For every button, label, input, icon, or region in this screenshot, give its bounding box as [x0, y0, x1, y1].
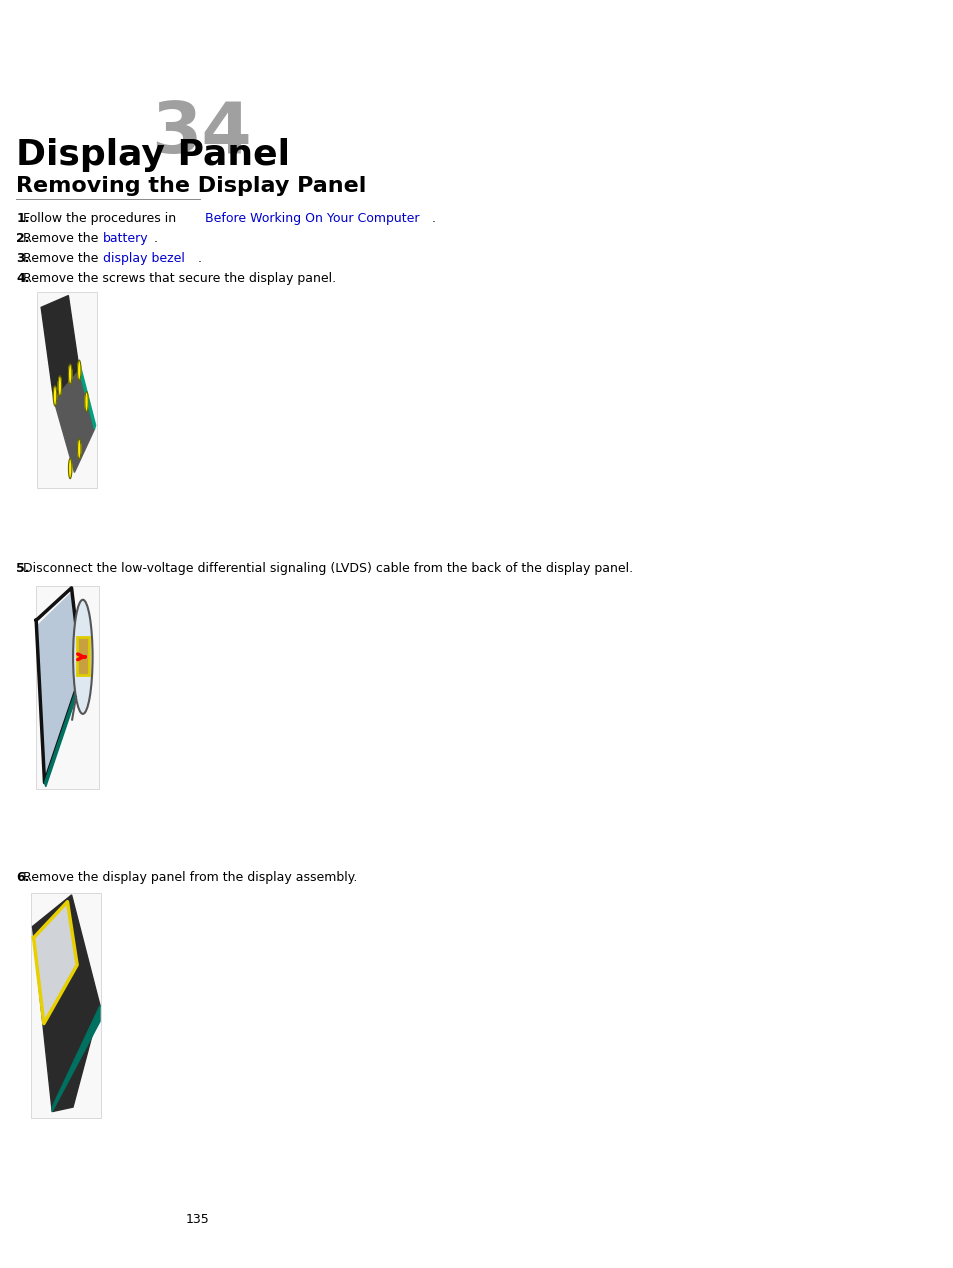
Text: 2.: 2. [16, 232, 30, 245]
Circle shape [69, 365, 71, 383]
FancyBboxPatch shape [76, 637, 89, 675]
Polygon shape [32, 895, 100, 1112]
Text: 135: 135 [185, 1213, 209, 1226]
Circle shape [78, 361, 81, 379]
Text: 4.: 4. [16, 273, 30, 285]
Text: 1.: 1. [16, 212, 30, 224]
Text: Remove the: Remove the [23, 252, 102, 265]
Text: display bezel: display bezel [103, 252, 185, 265]
Text: Remove the display panel from the display assembly.: Remove the display panel from the displa… [23, 871, 356, 884]
Text: .: . [154, 232, 158, 245]
Text: Removing the Display Panel: Removing the Display Panel [16, 176, 366, 197]
Text: 34: 34 [151, 99, 252, 167]
FancyBboxPatch shape [35, 586, 98, 789]
Text: Before Working On Your Computer: Before Working On Your Computer [205, 212, 419, 224]
Polygon shape [53, 370, 94, 473]
Text: Remove the: Remove the [23, 232, 102, 245]
Text: .: . [197, 252, 202, 265]
Text: 6.: 6. [16, 871, 30, 884]
Circle shape [58, 377, 61, 394]
Circle shape [73, 600, 92, 714]
Circle shape [69, 460, 71, 478]
Polygon shape [45, 673, 83, 786]
Text: Disconnect the low-voltage differential signaling (LVDS) cable from the back of : Disconnect the low-voltage differential … [23, 562, 632, 574]
FancyBboxPatch shape [31, 893, 101, 1118]
Polygon shape [52, 1006, 100, 1112]
Polygon shape [37, 593, 80, 779]
Polygon shape [79, 366, 95, 430]
Polygon shape [33, 902, 77, 1023]
Text: Display Panel: Display Panel [16, 138, 290, 171]
Text: 3.: 3. [16, 252, 30, 265]
Text: .: . [431, 212, 435, 224]
Circle shape [53, 387, 56, 404]
Circle shape [85, 393, 88, 411]
FancyBboxPatch shape [37, 292, 97, 488]
Circle shape [78, 440, 81, 458]
Text: Remove the screws that secure the display panel.: Remove the screws that secure the displa… [23, 273, 335, 285]
Polygon shape [41, 295, 79, 399]
Text: Follow the procedures in: Follow the procedures in [23, 212, 180, 224]
Text: 5.: 5. [16, 562, 30, 574]
Text: battery: battery [103, 232, 149, 245]
